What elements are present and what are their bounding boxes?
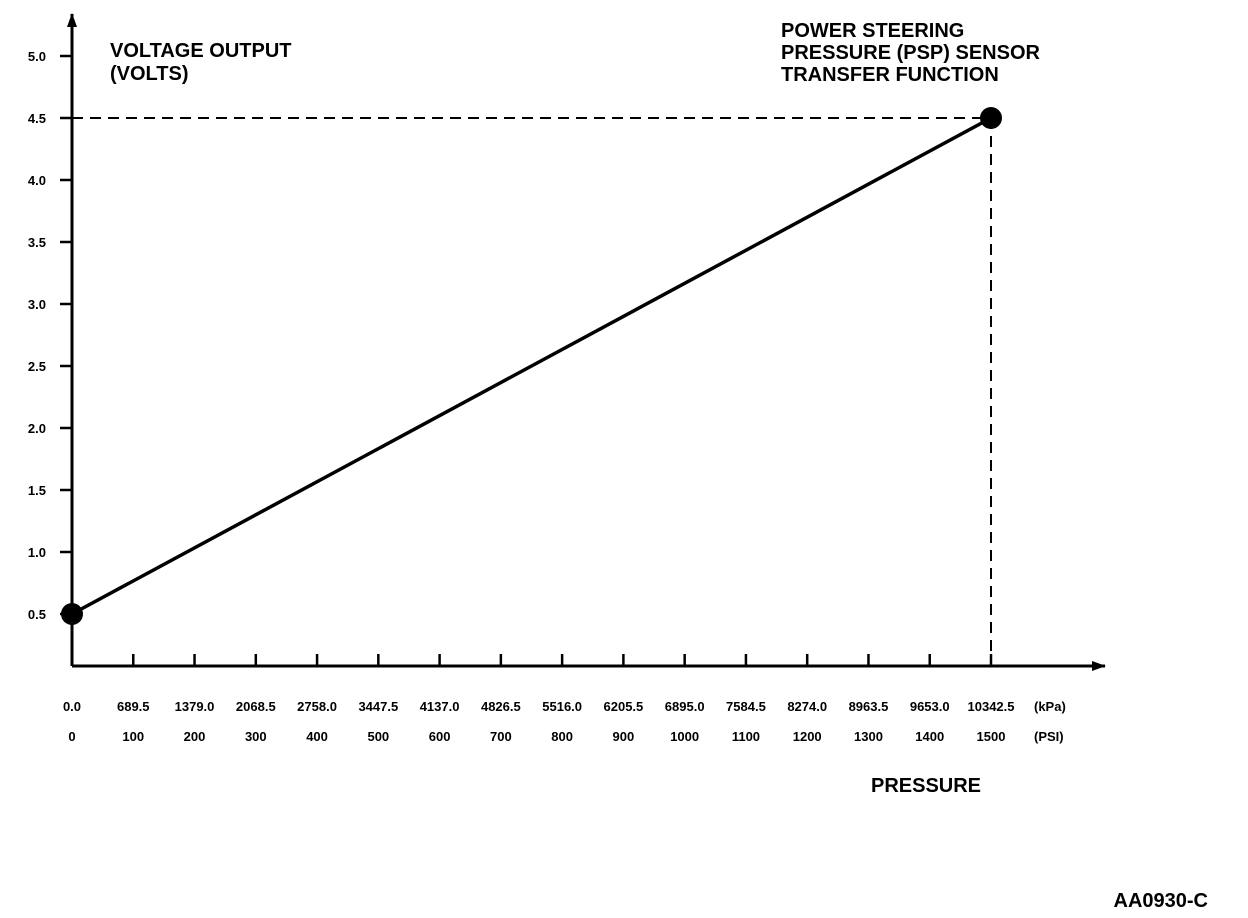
x-tick-label-kpa: 4826.5 [481, 699, 521, 714]
x-tick-label-psi: 100 [122, 729, 144, 744]
x-tick-label-psi: 1000 [670, 729, 699, 744]
axes [67, 13, 1106, 671]
chart-title-line-2: PRESSURE (PSP) SENSOR [781, 42, 1041, 64]
x-tick-label-psi: 700 [490, 729, 512, 744]
x-tick-label-kpa: 0.0 [63, 699, 81, 714]
y-tick-label: 1.0 [28, 545, 46, 560]
x-tick-label-kpa: 2758.0 [297, 699, 337, 714]
y-tick-label: 2.5 [28, 359, 46, 374]
y-tick-label: 3.5 [28, 235, 46, 250]
data-point [980, 107, 1002, 129]
x-tick-label-psi: 1200 [793, 729, 822, 744]
y-tick-label: 4.0 [28, 173, 46, 188]
x-tick-label-kpa: 10342.5 [968, 699, 1015, 714]
chart-title-line-1: POWER STEERING [781, 20, 964, 42]
x-tick-label-kpa: 7584.5 [726, 699, 766, 714]
x-tick-label-psi: 0 [68, 729, 75, 744]
series-line [71, 116, 992, 616]
y-tick-label: 2.0 [28, 421, 46, 436]
x-tick-label-psi: 200 [184, 729, 206, 744]
x-tick-label-kpa: 6205.5 [604, 699, 644, 714]
x-tick-label-kpa: 5516.0 [542, 699, 582, 714]
x-tick-label-kpa: 2068.5 [236, 699, 276, 714]
x-tick-label-kpa: 8963.5 [849, 699, 889, 714]
x-unit-kpa: (kPa) [1034, 699, 1066, 714]
x-tick-label-psi: 1100 [732, 729, 760, 744]
x-tick-label-kpa: 8274.0 [787, 699, 827, 714]
series-layer [61, 107, 1002, 625]
x-unit-psi: (PSI) [1034, 729, 1064, 744]
x-tick-label-psi: 400 [306, 729, 328, 744]
chart-title-line-3: TRANSFER FUNCTION [781, 64, 999, 86]
x-tick-label-psi: 800 [551, 729, 573, 744]
y-tick-label: 3.0 [28, 297, 46, 312]
reference-lines [72, 117, 992, 666]
x-tick-label-kpa: 1379.0 [175, 699, 215, 714]
x-tick-label-kpa: 4137.0 [420, 699, 460, 714]
y-tick-label: 5.0 [28, 49, 46, 64]
x-tick-label-psi: 500 [367, 729, 389, 744]
x-tick-label-psi: 1400 [915, 729, 944, 744]
x-tick-label-kpa: 3447.5 [358, 699, 398, 714]
x-tick-label-kpa: 6895.0 [665, 699, 705, 714]
x-tick-label-psi: 1300 [854, 729, 883, 744]
x-tick-label-kpa: 689.5 [117, 699, 150, 714]
y-tick-label: 4.5 [28, 111, 46, 126]
y-axis-label-line-2: (VOLTS) [110, 63, 189, 85]
x-tick-group: 0.0 0 689.5 100 1379.0 200 2068.5 300 2758.0 400 3… [63, 654, 1015, 744]
y-tick-label: 1.5 [28, 483, 46, 498]
x-tick-label-psi: 600 [429, 729, 451, 744]
y-axis-label-line-1: VOLTAGE OUTPUT [110, 40, 291, 62]
x-tick-label-psi: 300 [245, 729, 267, 744]
x-tick-label-kpa: 9653.0 [910, 699, 950, 714]
x-axis-label: PRESSURE [871, 775, 981, 797]
y-tick-group: 0.5 1.0 1.5 2.0 2.5 3.0 3.5 4.0 4.5 5.0 [28, 49, 72, 622]
x-tick-label-psi: 900 [613, 729, 635, 744]
x-tick-label-psi: 1500 [977, 729, 1006, 744]
y-tick-label: 0.5 [28, 607, 46, 622]
figure-code: AA0930-C [1114, 890, 1208, 912]
